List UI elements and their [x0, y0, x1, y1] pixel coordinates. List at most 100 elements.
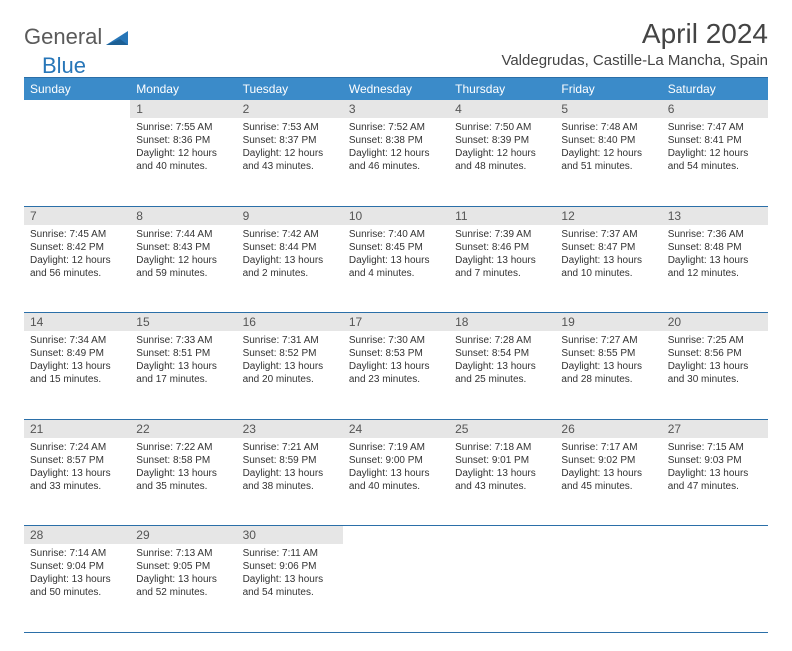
- day-number-cell: 24: [343, 419, 449, 438]
- location-text: Valdegrudas, Castille-La Mancha, Spain: [501, 52, 768, 69]
- day-number-cell: [555, 526, 661, 545]
- calendar-body: 123456Sunrise: 7:55 AMSunset: 8:36 PMDay…: [24, 100, 768, 632]
- day-cell: Sunrise: 7:42 AMSunset: 8:44 PMDaylight:…: [237, 225, 343, 313]
- day-details: Sunrise: 7:44 AMSunset: 8:43 PMDaylight:…: [130, 225, 236, 284]
- daynum-row: 282930: [24, 526, 768, 545]
- day-number-cell: [343, 526, 449, 545]
- day-details: Sunrise: 7:18 AMSunset: 9:01 PMDaylight:…: [449, 438, 555, 497]
- daynum-row: 21222324252627: [24, 419, 768, 438]
- day-number-cell: 19: [555, 313, 661, 332]
- day-number: [662, 526, 768, 530]
- day-number-cell: 26: [555, 419, 661, 438]
- day-details: Sunrise: 7:48 AMSunset: 8:40 PMDaylight:…: [555, 118, 661, 177]
- weekday-header: Monday: [130, 78, 236, 101]
- day-details: Sunrise: 7:40 AMSunset: 8:45 PMDaylight:…: [343, 225, 449, 284]
- day-details: Sunrise: 7:27 AMSunset: 8:55 PMDaylight:…: [555, 331, 661, 390]
- day-details: Sunrise: 7:22 AMSunset: 8:58 PMDaylight:…: [130, 438, 236, 497]
- day-cell: Sunrise: 7:18 AMSunset: 9:01 PMDaylight:…: [449, 438, 555, 526]
- day-cell: Sunrise: 7:31 AMSunset: 8:52 PMDaylight:…: [237, 331, 343, 419]
- day-details: Sunrise: 7:28 AMSunset: 8:54 PMDaylight:…: [449, 331, 555, 390]
- day-number-cell: 15: [130, 313, 236, 332]
- day-number: [24, 100, 130, 104]
- day-number-cell: 9: [237, 206, 343, 225]
- day-number: 16: [237, 313, 343, 331]
- day-cell: Sunrise: 7:52 AMSunset: 8:38 PMDaylight:…: [343, 118, 449, 206]
- weekday-header: Friday: [555, 78, 661, 101]
- month-title: April 2024: [501, 18, 768, 50]
- day-details: Sunrise: 7:30 AMSunset: 8:53 PMDaylight:…: [343, 331, 449, 390]
- day-number: 12: [555, 207, 661, 225]
- day-cell: Sunrise: 7:33 AMSunset: 8:51 PMDaylight:…: [130, 331, 236, 419]
- day-number-cell: 4: [449, 100, 555, 118]
- day-details: Sunrise: 7:14 AMSunset: 9:04 PMDaylight:…: [24, 544, 130, 603]
- day-details: Sunrise: 7:21 AMSunset: 8:59 PMDaylight:…: [237, 438, 343, 497]
- day-number-cell: 25: [449, 419, 555, 438]
- day-number: 29: [130, 526, 236, 544]
- day-cell: Sunrise: 7:28 AMSunset: 8:54 PMDaylight:…: [449, 331, 555, 419]
- day-cell: [24, 118, 130, 206]
- day-details: Sunrise: 7:52 AMSunset: 8:38 PMDaylight:…: [343, 118, 449, 177]
- day-number-cell: 13: [662, 206, 768, 225]
- day-number-cell: 21: [24, 419, 130, 438]
- day-details: Sunrise: 7:31 AMSunset: 8:52 PMDaylight:…: [237, 331, 343, 390]
- day-number: 25: [449, 420, 555, 438]
- day-number-cell: 27: [662, 419, 768, 438]
- daynum-row: 78910111213: [24, 206, 768, 225]
- day-details: Sunrise: 7:42 AMSunset: 8:44 PMDaylight:…: [237, 225, 343, 284]
- day-number-cell: [449, 526, 555, 545]
- calendar-table: SundayMondayTuesdayWednesdayThursdayFrid…: [24, 77, 768, 633]
- daynum-row: 123456: [24, 100, 768, 118]
- brand-triangle-icon: [106, 28, 132, 46]
- day-number-cell: 22: [130, 419, 236, 438]
- brand-part2: Blue: [42, 53, 86, 79]
- weekday-header-row: SundayMondayTuesdayWednesdayThursdayFrid…: [24, 78, 768, 101]
- day-cell: Sunrise: 7:22 AMSunset: 8:58 PMDaylight:…: [130, 438, 236, 526]
- day-cell: Sunrise: 7:27 AMSunset: 8:55 PMDaylight:…: [555, 331, 661, 419]
- day-cell: [662, 544, 768, 632]
- day-details: Sunrise: 7:15 AMSunset: 9:03 PMDaylight:…: [662, 438, 768, 497]
- day-cell: [555, 544, 661, 632]
- day-number: 4: [449, 100, 555, 118]
- brand-logo: General: [24, 24, 110, 50]
- day-details: Sunrise: 7:19 AMSunset: 9:00 PMDaylight:…: [343, 438, 449, 497]
- week-row: Sunrise: 7:24 AMSunset: 8:57 PMDaylight:…: [24, 438, 768, 526]
- day-details: Sunrise: 7:39 AMSunset: 8:46 PMDaylight:…: [449, 225, 555, 284]
- day-cell: Sunrise: 7:45 AMSunset: 8:42 PMDaylight:…: [24, 225, 130, 313]
- day-details: Sunrise: 7:34 AMSunset: 8:49 PMDaylight:…: [24, 331, 130, 390]
- day-cell: Sunrise: 7:40 AMSunset: 8:45 PMDaylight:…: [343, 225, 449, 313]
- day-number: 2: [237, 100, 343, 118]
- day-details: Sunrise: 7:55 AMSunset: 8:36 PMDaylight:…: [130, 118, 236, 177]
- day-number: 21: [24, 420, 130, 438]
- week-row: Sunrise: 7:55 AMSunset: 8:36 PMDaylight:…: [24, 118, 768, 206]
- day-cell: Sunrise: 7:34 AMSunset: 8:49 PMDaylight:…: [24, 331, 130, 419]
- day-cell: Sunrise: 7:21 AMSunset: 8:59 PMDaylight:…: [237, 438, 343, 526]
- day-number: 22: [130, 420, 236, 438]
- day-cell: Sunrise: 7:48 AMSunset: 8:40 PMDaylight:…: [555, 118, 661, 206]
- day-cell: Sunrise: 7:47 AMSunset: 8:41 PMDaylight:…: [662, 118, 768, 206]
- day-details: Sunrise: 7:17 AMSunset: 9:02 PMDaylight:…: [555, 438, 661, 497]
- day-cell: Sunrise: 7:19 AMSunset: 9:00 PMDaylight:…: [343, 438, 449, 526]
- day-number-cell: 20: [662, 313, 768, 332]
- day-number-cell: 10: [343, 206, 449, 225]
- day-cell: Sunrise: 7:37 AMSunset: 8:47 PMDaylight:…: [555, 225, 661, 313]
- weekday-header: Sunday: [24, 78, 130, 101]
- day-number: 20: [662, 313, 768, 331]
- header: General April 2024 Valdegrudas, Castille…: [24, 18, 768, 69]
- day-cell: Sunrise: 7:36 AMSunset: 8:48 PMDaylight:…: [662, 225, 768, 313]
- weekday-header: Tuesday: [237, 78, 343, 101]
- day-number-cell: 30: [237, 526, 343, 545]
- day-number: 26: [555, 420, 661, 438]
- day-number-cell: [24, 100, 130, 118]
- day-number: 10: [343, 207, 449, 225]
- day-number: 7: [24, 207, 130, 225]
- day-number: 15: [130, 313, 236, 331]
- day-details: Sunrise: 7:36 AMSunset: 8:48 PMDaylight:…: [662, 225, 768, 284]
- day-cell: Sunrise: 7:50 AMSunset: 8:39 PMDaylight:…: [449, 118, 555, 206]
- day-cell: Sunrise: 7:25 AMSunset: 8:56 PMDaylight:…: [662, 331, 768, 419]
- day-number-cell: 11: [449, 206, 555, 225]
- day-details: Sunrise: 7:53 AMSunset: 8:37 PMDaylight:…: [237, 118, 343, 177]
- day-cell: Sunrise: 7:14 AMSunset: 9:04 PMDaylight:…: [24, 544, 130, 632]
- weekday-header: Wednesday: [343, 78, 449, 101]
- day-number: 23: [237, 420, 343, 438]
- day-number-cell: 2: [237, 100, 343, 118]
